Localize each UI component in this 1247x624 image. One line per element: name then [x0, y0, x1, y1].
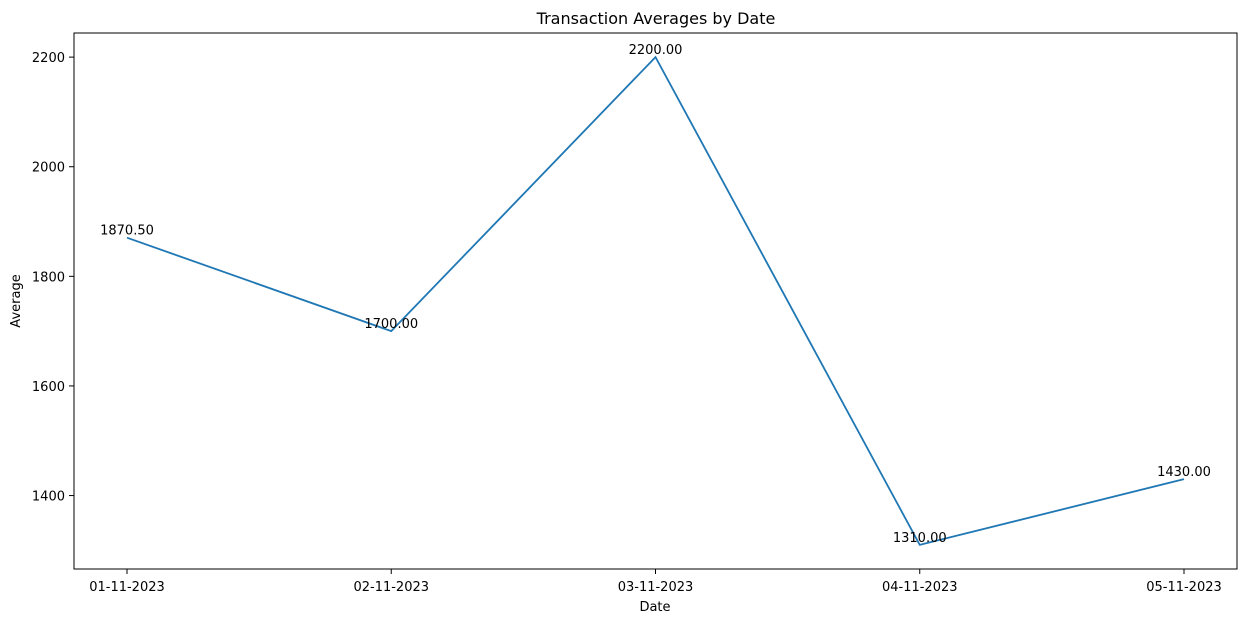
- y-axis-label: Average: [9, 274, 24, 327]
- x-tick-label: 01-11-2023: [89, 580, 165, 595]
- y-tick-label: 1400: [32, 490, 65, 505]
- y-axis-ticks: 1400 1600 1800 2000 2200: [32, 51, 74, 505]
- chart-title: Transaction Averages by Date: [536, 9, 776, 28]
- data-label: 2200.00: [629, 43, 683, 58]
- x-axis-label: Date: [639, 600, 670, 615]
- x-tick-label: 04-11-2023: [882, 580, 958, 595]
- y-tick-label: 2000: [32, 161, 65, 176]
- data-label: 1870.50: [100, 224, 154, 239]
- data-label: 1700.00: [364, 317, 418, 332]
- x-axis-ticks: 01-11-2023 02-11-2023 03-11-2023 04-11-2023…: [89, 569, 1222, 595]
- series-line: [126, 55, 1185, 546]
- series-layer: [126, 55, 1185, 546]
- y-tick-label: 1600: [32, 380, 65, 395]
- plot-area: [73, 32, 1238, 570]
- data-labels-layer: 1870.50 1700.00 2200.00 1310.00 1430.00: [100, 43, 1211, 546]
- data-label: 1310.00: [893, 531, 947, 546]
- plot-frame: [73, 32, 1238, 570]
- y-tick-label: 2200: [32, 51, 65, 66]
- x-tick-label: 02-11-2023: [353, 580, 429, 595]
- y-tick-label: 1800: [32, 270, 65, 285]
- x-tick-label: 05-11-2023: [1146, 580, 1222, 595]
- data-label: 1430.00: [1157, 465, 1211, 480]
- x-tick-label: 03-11-2023: [618, 580, 694, 595]
